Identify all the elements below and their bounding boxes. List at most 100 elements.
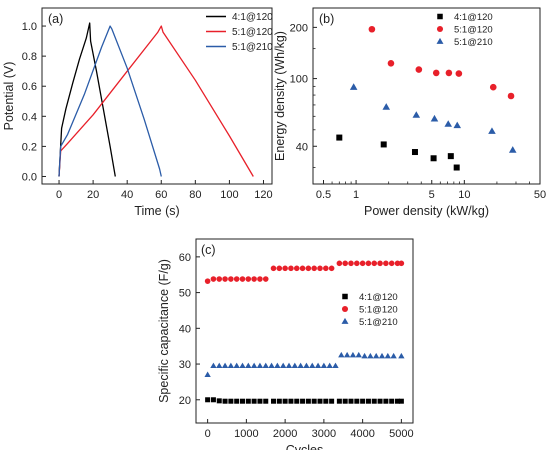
legend-label: 4:1@120 (454, 12, 493, 23)
data-point (271, 398, 276, 404)
data-point (383, 398, 389, 404)
x-tick-label: 40 (121, 189, 133, 201)
data-point (383, 260, 389, 267)
data-point (270, 265, 277, 272)
data-point (262, 276, 269, 282)
data-point (262, 362, 269, 369)
data-point (378, 352, 386, 359)
data-point (382, 103, 391, 110)
data-point (447, 153, 454, 160)
data-point (245, 362, 252, 369)
panel-label: (a) (48, 12, 63, 26)
y-tick-label: 200 (290, 22, 308, 34)
data-point (411, 149, 418, 156)
y-tick-label: 0.2 (22, 141, 37, 153)
data-point (305, 265, 312, 272)
data-point (204, 371, 211, 377)
data-point (239, 276, 246, 282)
data-point (222, 276, 228, 282)
x-tick-label: 5000 (389, 428, 413, 440)
data-point (342, 398, 348, 404)
x-tick-label: 50 (534, 189, 546, 201)
panel-c: 0 1000 2000 3000 4000 5000 20 30 40 50 60 Cycles Spe… (157, 238, 414, 450)
data-point (326, 362, 333, 369)
x-tick-label: 3000 (312, 428, 336, 440)
data-point (216, 398, 222, 404)
data-point (373, 352, 380, 359)
legend-marker (342, 293, 348, 300)
data-point (222, 398, 228, 404)
x-tick-label: 4000 (350, 428, 374, 440)
x-tick-label: 60 (155, 189, 167, 201)
data-point (367, 352, 374, 359)
data-point (291, 362, 298, 369)
data-point (245, 398, 251, 404)
data-point (390, 352, 397, 359)
data-point (508, 146, 517, 153)
data-point (371, 260, 378, 267)
data-point (489, 83, 497, 91)
x-axis-title: Power density (kW/kg) (364, 204, 489, 218)
y-tick-label: 0.4 (22, 111, 37, 123)
data-point (282, 398, 288, 404)
series-line (58, 25, 254, 177)
data-point (395, 398, 400, 404)
data-point (314, 362, 322, 369)
data-point (332, 362, 339, 369)
data-point (320, 362, 328, 369)
data-point (336, 134, 343, 141)
data-point (251, 398, 257, 404)
data-point (263, 398, 269, 404)
series-5:1@210 (58, 25, 162, 177)
series-4:1@120 (205, 397, 404, 404)
data-point (336, 260, 343, 267)
legend-label: 4:1@120 (359, 292, 398, 303)
data-point (432, 69, 440, 77)
data-point (387, 59, 395, 67)
y-tick-label: 0.6 (22, 81, 37, 93)
data-point (415, 66, 423, 73)
data-point (210, 276, 217, 282)
data-point (228, 276, 234, 282)
series-5:1@210 (349, 83, 517, 153)
data-point (293, 265, 300, 272)
data-point (216, 276, 223, 282)
legend-label: 4:1@120 (232, 12, 273, 23)
panel-label: (c) (201, 243, 216, 257)
data-point (257, 276, 263, 282)
data-point (354, 260, 360, 267)
data-point (216, 362, 223, 369)
y-tick-label: 1.0 (22, 21, 37, 33)
x-tick-label: 2000 (273, 428, 297, 440)
data-point (355, 351, 362, 358)
data-point (343, 351, 351, 358)
data-point (303, 362, 310, 369)
data-point (365, 398, 371, 404)
x-tick-label: 20 (87, 189, 99, 201)
data-point (329, 398, 335, 404)
series-5:1@120 (368, 25, 515, 100)
panel-label: (b) (319, 12, 334, 26)
y-tick-label: 50 (179, 288, 191, 300)
legend-label: 5:1@120 (232, 27, 273, 38)
data-point (455, 70, 463, 77)
x-tick-label: 0 (205, 428, 211, 440)
y-tick-label: 100 (290, 74, 308, 86)
data-point (389, 398, 395, 404)
data-point (342, 260, 348, 267)
data-point (348, 260, 354, 267)
data-point (348, 398, 354, 404)
data-point (210, 397, 216, 403)
panel-b: 0.5 1 5 10 50 40 100 200 Power density (kW/kg) En… (273, 7, 546, 218)
data-point (488, 127, 496, 134)
data-point (221, 362, 229, 369)
data-point (507, 92, 515, 100)
data-point (288, 398, 294, 404)
data-point (205, 397, 211, 403)
legend-label: 5:1@120 (454, 25, 493, 36)
plot-frame (41, 7, 273, 185)
data-point (227, 362, 235, 369)
